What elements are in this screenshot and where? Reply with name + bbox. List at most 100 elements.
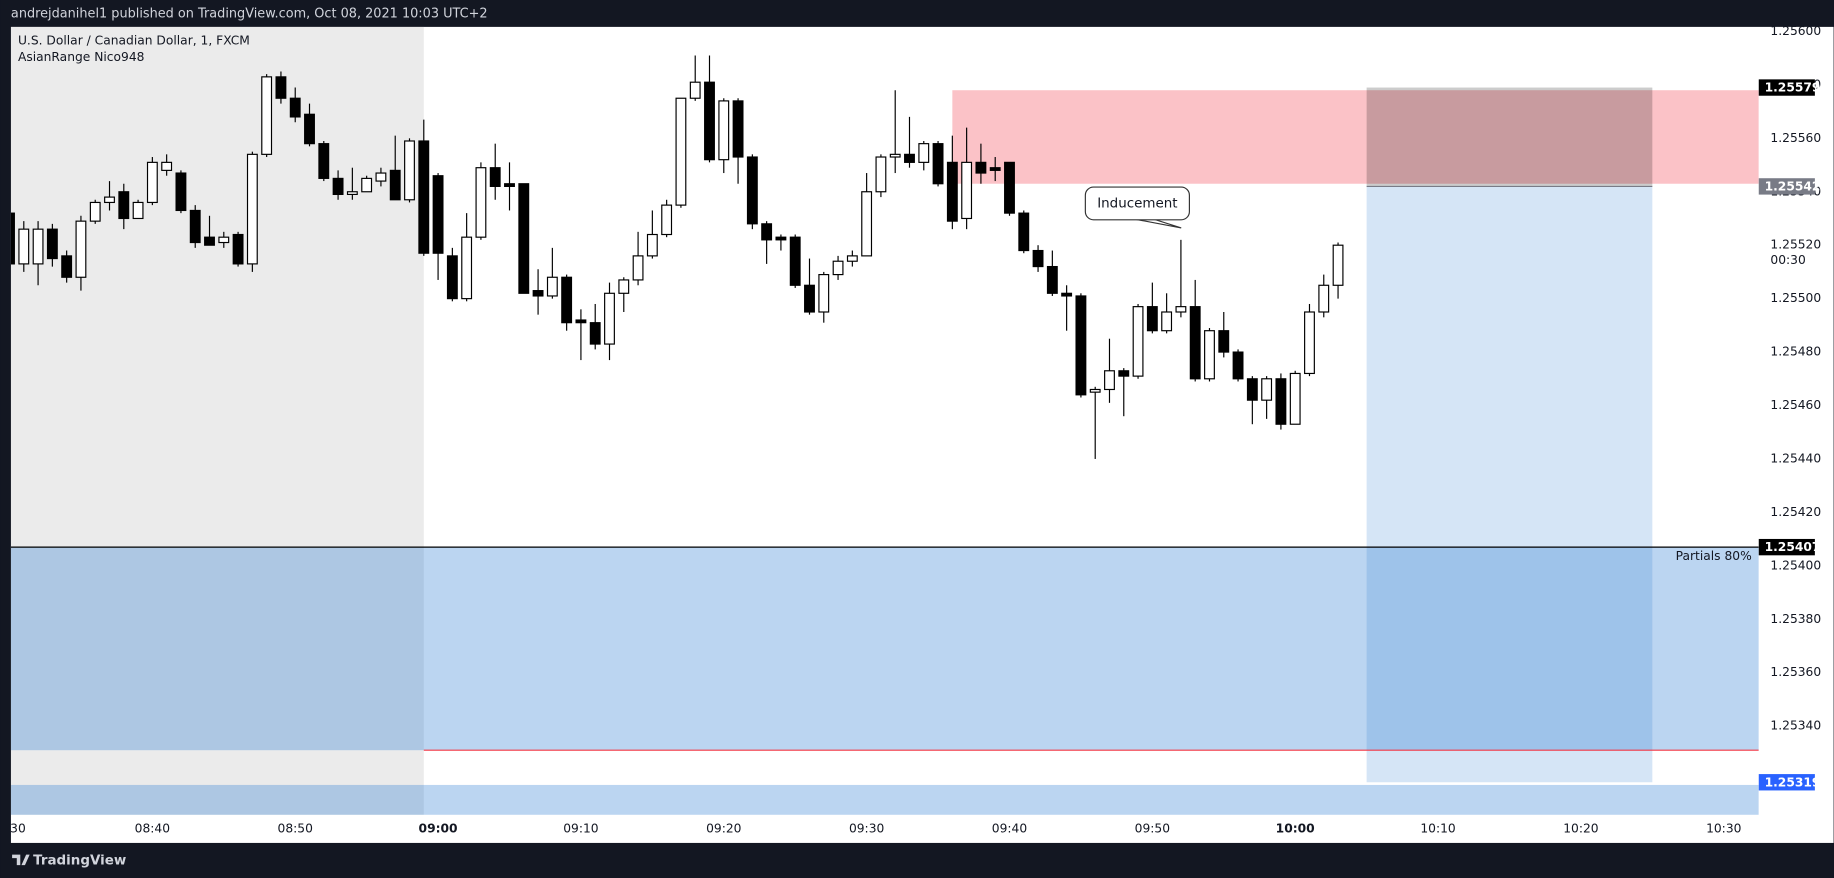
candle-body: [861, 191, 873, 257]
candle-body: [475, 167, 487, 238]
y-tick-label: 1.25360: [1770, 665, 1821, 679]
candle-body: [46, 228, 58, 260]
candle-body: [75, 220, 87, 278]
publish-header: andrejdanihel1 published on TradingView.…: [11, 7, 488, 22]
candle-body: [361, 177, 373, 193]
candle-body: [661, 204, 673, 236]
candle-body: [261, 76, 273, 155]
y-tick-label: 1.25500: [1770, 291, 1821, 305]
candle-body: [532, 290, 544, 297]
candle-body: [1175, 306, 1187, 313]
x-tick-label: 09:40: [992, 821, 1027, 835]
x-tick-label: 09:30: [849, 821, 884, 835]
bar-countdown: 00:30: [1770, 253, 1805, 267]
candle-body: [718, 100, 730, 161]
candle-body: [1161, 311, 1173, 332]
x-tick-label: 09:50: [1135, 821, 1170, 835]
candle-body: [818, 274, 830, 313]
candle-body: [875, 156, 887, 193]
callout-text: Inducement: [1097, 196, 1177, 211]
y-tick-label: 1.25480: [1770, 345, 1821, 359]
candle-body: [232, 233, 244, 265]
x-tick-label: 09:00: [419, 821, 458, 835]
candle-body: [946, 161, 958, 222]
position-stop-area: [1366, 87, 1653, 187]
candle-body: [1046, 265, 1058, 294]
candle-body: [1132, 306, 1144, 377]
candle-body: [561, 276, 573, 324]
candle-body: [589, 322, 601, 345]
candle-body: [746, 156, 758, 225]
candle-body: [504, 183, 515, 187]
x-tick-label: 08:50: [278, 821, 313, 835]
candle-body: [318, 143, 330, 179]
candle-body: [1289, 372, 1301, 425]
callout-box: [1084, 186, 1190, 221]
candle-body: [518, 183, 530, 294]
candle-body: [389, 169, 401, 201]
candle-body: [289, 97, 301, 118]
candle-body: [1304, 311, 1315, 375]
candle-body: [732, 100, 744, 158]
x-tick-label: 09:10: [563, 821, 598, 835]
candle-body: [118, 191, 130, 220]
y-tick-label: 1.25340: [1770, 719, 1821, 733]
y-tick-label: 1.25560: [1770, 131, 1821, 145]
candle-body: [789, 236, 801, 286]
y-tick-label: 1.25400: [1770, 558, 1821, 572]
candle-body: [704, 81, 715, 161]
candle-body: [204, 236, 215, 246]
candle-body: [646, 233, 658, 257]
y-tick-label: 1.25440: [1770, 451, 1821, 465]
x-tick-label: 30: [10, 821, 26, 835]
candle-body: [675, 97, 687, 206]
candle-body: [418, 140, 430, 254]
partials-price-label-bg: [1758, 538, 1815, 556]
overlays: 1.25579 1.25542 1.25407 1.25319 00:30 Partial…: [1084, 79, 1821, 791]
partials-zone: [10, 547, 1759, 751]
candle-body: [10, 212, 15, 265]
candle-body: [1004, 161, 1015, 214]
candle-body: [175, 172, 187, 212]
x-tick-label: 08:40: [135, 821, 170, 835]
candle-body: [604, 292, 615, 345]
partials-label: Partials 80%: [1676, 549, 1752, 563]
candle-body: [846, 255, 858, 262]
session-range: [10, 26, 424, 815]
y-tick-label: 1.25600: [1770, 24, 1821, 38]
candle-body: [1275, 378, 1287, 425]
candle-body: [989, 167, 1001, 171]
footer-brand: TradingView: [33, 853, 126, 868]
candle-body: [1218, 330, 1230, 353]
x-tick-label: 10:20: [1563, 821, 1598, 835]
candle-body: [918, 143, 930, 163]
x-tick-label: 10:00: [1276, 821, 1315, 835]
candle-body: [1018, 212, 1030, 252]
entry-price-label-bg: [1758, 178, 1815, 195]
candle-body: [161, 161, 173, 171]
candle-body: [432, 175, 444, 254]
stop-price-label-bg: [1758, 79, 1815, 96]
lower-zone: [10, 784, 1759, 815]
candle-body: [1204, 330, 1215, 380]
candle-body: [375, 172, 387, 182]
candle-body: [1089, 388, 1101, 393]
candle-body: [89, 201, 101, 222]
candle-body: [975, 161, 987, 174]
x-tick-label: 10:10: [1420, 821, 1455, 835]
y-tick-label: 1.25520: [1770, 238, 1821, 252]
candle-body: [346, 191, 358, 196]
candle-body: [1232, 351, 1244, 380]
candle-body: [1032, 249, 1044, 268]
entry-price-label: 1.25542: [1765, 179, 1821, 193]
candle-body: [332, 177, 344, 196]
candle-body: [404, 140, 415, 201]
callout-tail: [1132, 218, 1182, 229]
y-tick-label: 1.25380: [1770, 612, 1821, 626]
x-tick-label: 09:20: [706, 821, 741, 835]
candle-body: [1189, 306, 1201, 380]
stop-price-label: 1.25579: [1765, 81, 1821, 95]
symbol-legend: U.S. Dollar / Canadian Dollar, 1, FXCM: [18, 33, 250, 47]
supply-zone: [952, 90, 1759, 184]
